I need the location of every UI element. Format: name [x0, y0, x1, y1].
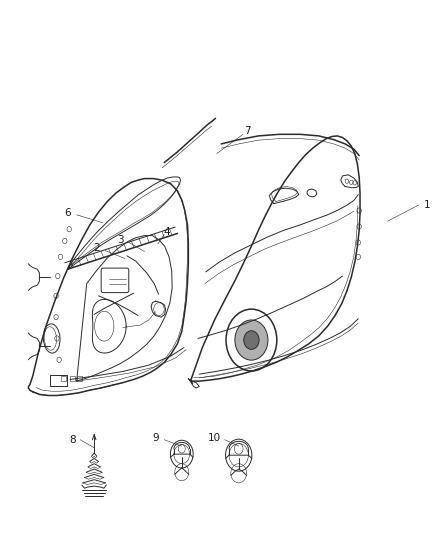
Bar [50, 375, 67, 386]
Text: 10: 10 [208, 433, 221, 443]
Text: 2: 2 [93, 243, 100, 253]
Text: 4: 4 [163, 227, 170, 237]
Bar [70, 376, 75, 381]
Bar [77, 376, 82, 381]
Text: 3: 3 [117, 235, 124, 245]
Bar [61, 376, 66, 381]
Circle shape [244, 331, 259, 349]
Text: 8: 8 [69, 435, 76, 445]
Text: 7: 7 [244, 126, 251, 135]
Circle shape [235, 320, 268, 360]
Text: 9: 9 [152, 433, 159, 443]
Text: 6: 6 [64, 208, 71, 218]
Text: 1: 1 [424, 200, 431, 210]
